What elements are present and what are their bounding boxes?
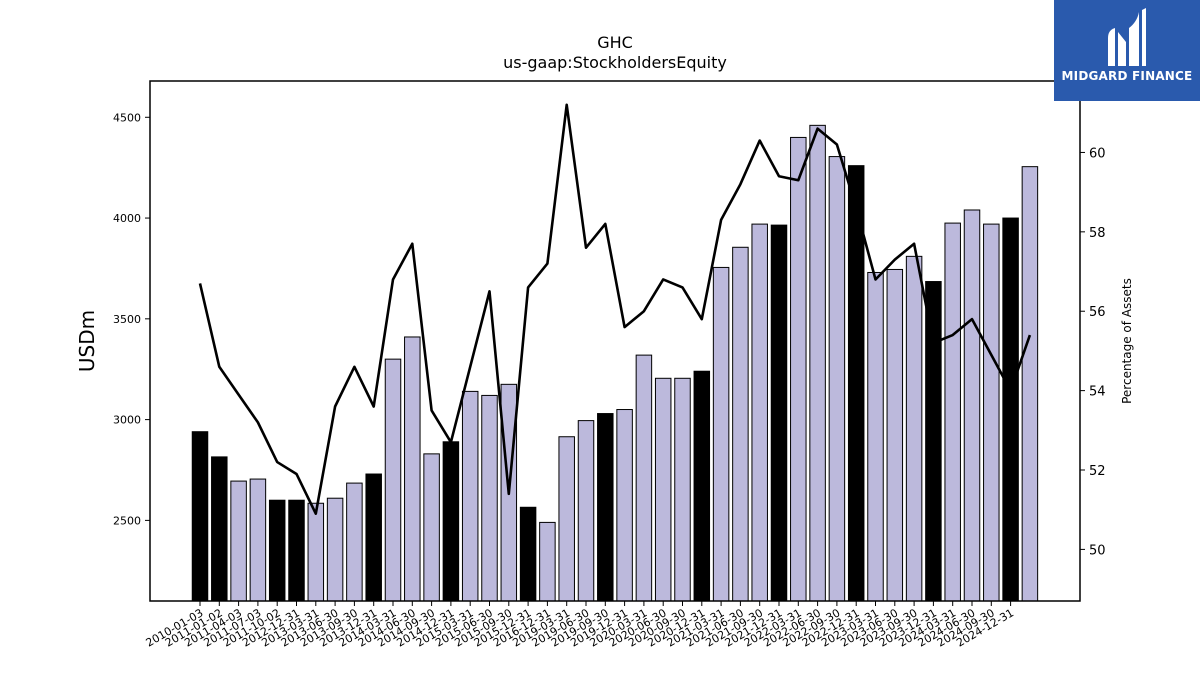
bar: [384, 358, 402, 602]
y2-tick-label: 56: [1089, 305, 1106, 320]
y-tick-label: 4500: [113, 111, 141, 124]
bar: [423, 453, 440, 602]
y2-axis-label: Percentage of Assets: [1120, 278, 1134, 404]
bar: [365, 473, 382, 602]
bar: [751, 223, 768, 602]
bar: [1002, 217, 1019, 602]
bar: [693, 370, 711, 602]
chart-subtitle: us-gaap:StockholdersEquity: [503, 53, 727, 72]
bar: [230, 480, 247, 602]
bar: [442, 441, 460, 602]
bar: [983, 223, 1000, 602]
bar: [1021, 166, 1039, 602]
bar: [597, 413, 614, 602]
y-tick-label: 2500: [113, 514, 141, 527]
bar: [326, 497, 344, 602]
bar: [539, 521, 556, 602]
bar: [577, 420, 595, 602]
y-axis-label: USDm: [75, 310, 99, 372]
bar: [674, 377, 691, 602]
bar: [307, 502, 325, 602]
bar: [809, 124, 826, 602]
bar: [249, 478, 267, 602]
y-tick-label: 3500: [113, 313, 141, 326]
bar: [886, 268, 904, 602]
bar: [635, 354, 653, 602]
bar: [828, 156, 846, 602]
bar: [944, 222, 961, 602]
bar: [616, 409, 633, 602]
bar: [732, 246, 749, 602]
y2-tick-label: 54: [1089, 385, 1106, 400]
plot-frame: [149, 80, 1081, 602]
percentage-line: [198, 103, 1032, 515]
bar: [461, 390, 479, 602]
midgard-logo-icon: [1108, 8, 1146, 66]
bar: [790, 136, 807, 602]
y-axis-right: 50 52 54 56 58 60: [1080, 146, 1106, 558]
bar: [481, 394, 498, 602]
y2-tick-label: 50: [1089, 543, 1106, 558]
x-axis: 2010-01-032011-01-022011-04-032011-07-03…: [144, 601, 1016, 650]
line-series: [198, 103, 1032, 515]
y2-tick-label: 58: [1089, 226, 1106, 241]
brand-logo: MIDGARD FINANCE: [1054, 0, 1200, 101]
bar: [925, 281, 942, 602]
bar: [712, 266, 730, 602]
bar: [191, 431, 209, 602]
bar: [346, 482, 363, 602]
y2-tick-label: 52: [1089, 464, 1106, 479]
bar: [404, 336, 421, 602]
bar: [268, 499, 286, 602]
y2-tick-label: 60: [1089, 146, 1106, 161]
y-axis-left: 2500 3000 3500 4000 4500: [113, 111, 150, 527]
y-tick-label: 3000: [113, 414, 141, 427]
bar-series: [191, 124, 1039, 602]
y-tick-label: 4000: [113, 212, 141, 225]
chart-title: GHC: [597, 33, 633, 52]
bar: [963, 209, 981, 602]
bar: [519, 506, 537, 602]
bar: [654, 377, 672, 602]
bar: [905, 255, 923, 602]
bar: [867, 271, 884, 602]
bar: [211, 456, 228, 602]
bar: [288, 499, 305, 602]
bar: [770, 224, 788, 602]
brand-name: MIDGARD FINANCE: [1061, 69, 1193, 83]
bar: [558, 436, 575, 602]
